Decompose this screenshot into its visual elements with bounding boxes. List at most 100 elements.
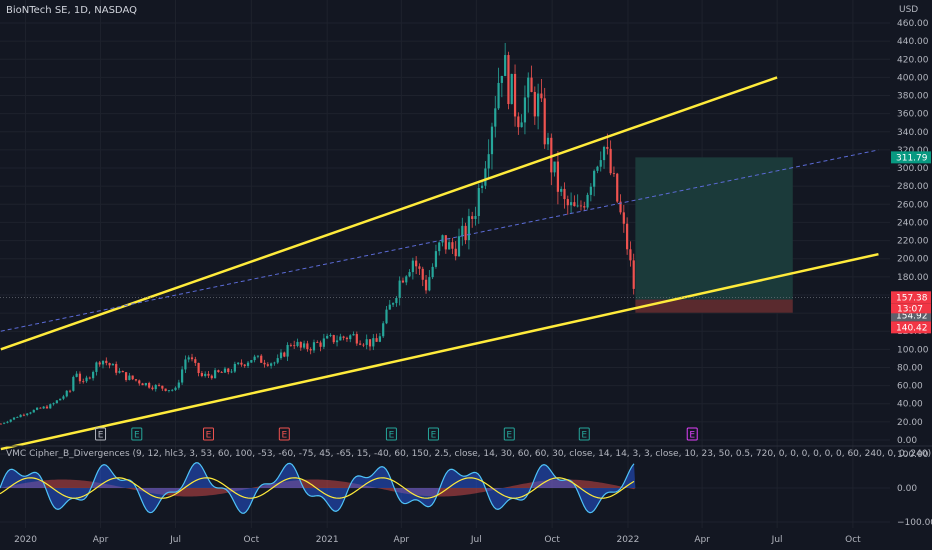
price-tick-label: 320.00 — [897, 146, 929, 156]
candle — [45, 406, 49, 409]
candle — [372, 338, 375, 347]
candle — [362, 344, 365, 346]
candle — [75, 373, 78, 377]
candle — [230, 371, 233, 373]
time-tick-label: 2022 — [616, 535, 639, 545]
candle — [68, 390, 72, 392]
candle — [378, 336, 381, 342]
candle — [335, 340, 339, 343]
candle — [391, 303, 395, 305]
target-zone[interactable] — [635, 157, 793, 300]
earnings-marker[interactable] — [686, 427, 698, 441]
candle — [540, 93, 543, 99]
candle — [121, 371, 124, 373]
candle — [415, 260, 418, 267]
price-tick-label: 280.00 — [897, 182, 929, 192]
candle — [609, 148, 612, 174]
candle — [12, 417, 16, 420]
candle — [266, 364, 269, 366]
candle — [204, 373, 207, 376]
earnings-marker[interactable] — [503, 427, 515, 441]
price-tick-label: 80.00 — [897, 363, 923, 373]
candle — [569, 202, 573, 206]
candle — [253, 356, 256, 361]
price-tick-label: 100.00 — [897, 345, 929, 355]
stop-zone[interactable] — [635, 299, 793, 313]
countdown-tag — [891, 303, 931, 314]
candle — [55, 400, 58, 404]
candle — [299, 341, 302, 348]
earnings-marker[interactable] — [95, 427, 107, 441]
candle — [619, 201, 622, 213]
price-tag-label: 311.79 — [896, 153, 928, 163]
indicator-pane[interactable]: 100.00 0.00 −100.00 — [0, 445, 932, 528]
candle — [622, 212, 625, 224]
price-tick-label: 260.00 — [897, 200, 929, 210]
earnings-marker-label: E — [281, 431, 287, 441]
candle — [157, 384, 161, 386]
candle — [98, 362, 101, 365]
time-tick-label: 2021 — [316, 535, 339, 545]
earnings-marker[interactable] — [131, 427, 143, 441]
price-tick-label: 20.00 — [897, 418, 923, 428]
price-tick-label: 380.00 — [897, 92, 929, 102]
candle — [421, 268, 424, 280]
candle — [494, 108, 497, 127]
earnings-marker-label: E — [689, 431, 695, 441]
candle — [563, 188, 566, 200]
mid-channel-line[interactable] — [0, 149, 879, 332]
earnings-marker-label: E — [206, 431, 212, 441]
candle — [368, 339, 372, 347]
candle — [181, 369, 184, 383]
earnings-marker[interactable] — [278, 427, 290, 441]
candle — [537, 93, 540, 117]
candle — [375, 338, 378, 342]
indicator-tick-label: 100.00 — [897, 450, 929, 460]
countdown-label: 13:07 — [897, 304, 923, 314]
lower-channel-line[interactable] — [0, 252, 879, 451]
candle — [606, 146, 609, 149]
candle — [184, 359, 187, 370]
time-tick-label: Jul — [169, 535, 181, 545]
candle — [200, 373, 203, 376]
time-tick-label: Jul — [470, 535, 482, 545]
candle — [408, 272, 411, 277]
candle — [62, 396, 65, 399]
candle — [477, 188, 480, 217]
candle — [441, 235, 444, 243]
price-tag-label: 157.38 — [896, 293, 928, 303]
candle — [533, 91, 536, 117]
trend-lines[interactable] — [0, 76, 890, 451]
earnings-marker-label: E — [431, 431, 437, 441]
candle — [59, 398, 62, 401]
time-axis[interactable]: 2020 Apr Jul Oct 2021 Apr Jul Oct 2022 Apr Jul Oct — [14, 535, 861, 545]
candle — [197, 362, 200, 374]
candle — [497, 82, 500, 109]
earnings-marker[interactable] — [385, 427, 397, 441]
candle — [246, 362, 250, 366]
candle — [88, 377, 91, 379]
candle — [487, 154, 490, 169]
candle — [171, 389, 174, 391]
candle — [401, 280, 405, 283]
candle — [424, 279, 428, 291]
price-tick-label: 460.00 — [897, 19, 929, 29]
candle — [431, 266, 434, 278]
earnings-marker[interactable] — [427, 427, 439, 441]
candle — [78, 373, 82, 382]
candle — [131, 375, 134, 380]
candle — [124, 372, 128, 381]
earnings-marker[interactable] — [202, 427, 214, 441]
candle — [365, 339, 368, 345]
earnings-marker[interactable] — [578, 427, 590, 441]
upper-channel-line[interactable] — [0, 76, 778, 351]
time-tick-label: Oct — [544, 535, 560, 545]
price-tick-label: 400.00 — [897, 73, 929, 83]
candle — [161, 385, 164, 389]
candle — [167, 390, 171, 391]
price-tag — [891, 151, 931, 164]
candle — [85, 377, 88, 382]
candle — [359, 343, 362, 345]
